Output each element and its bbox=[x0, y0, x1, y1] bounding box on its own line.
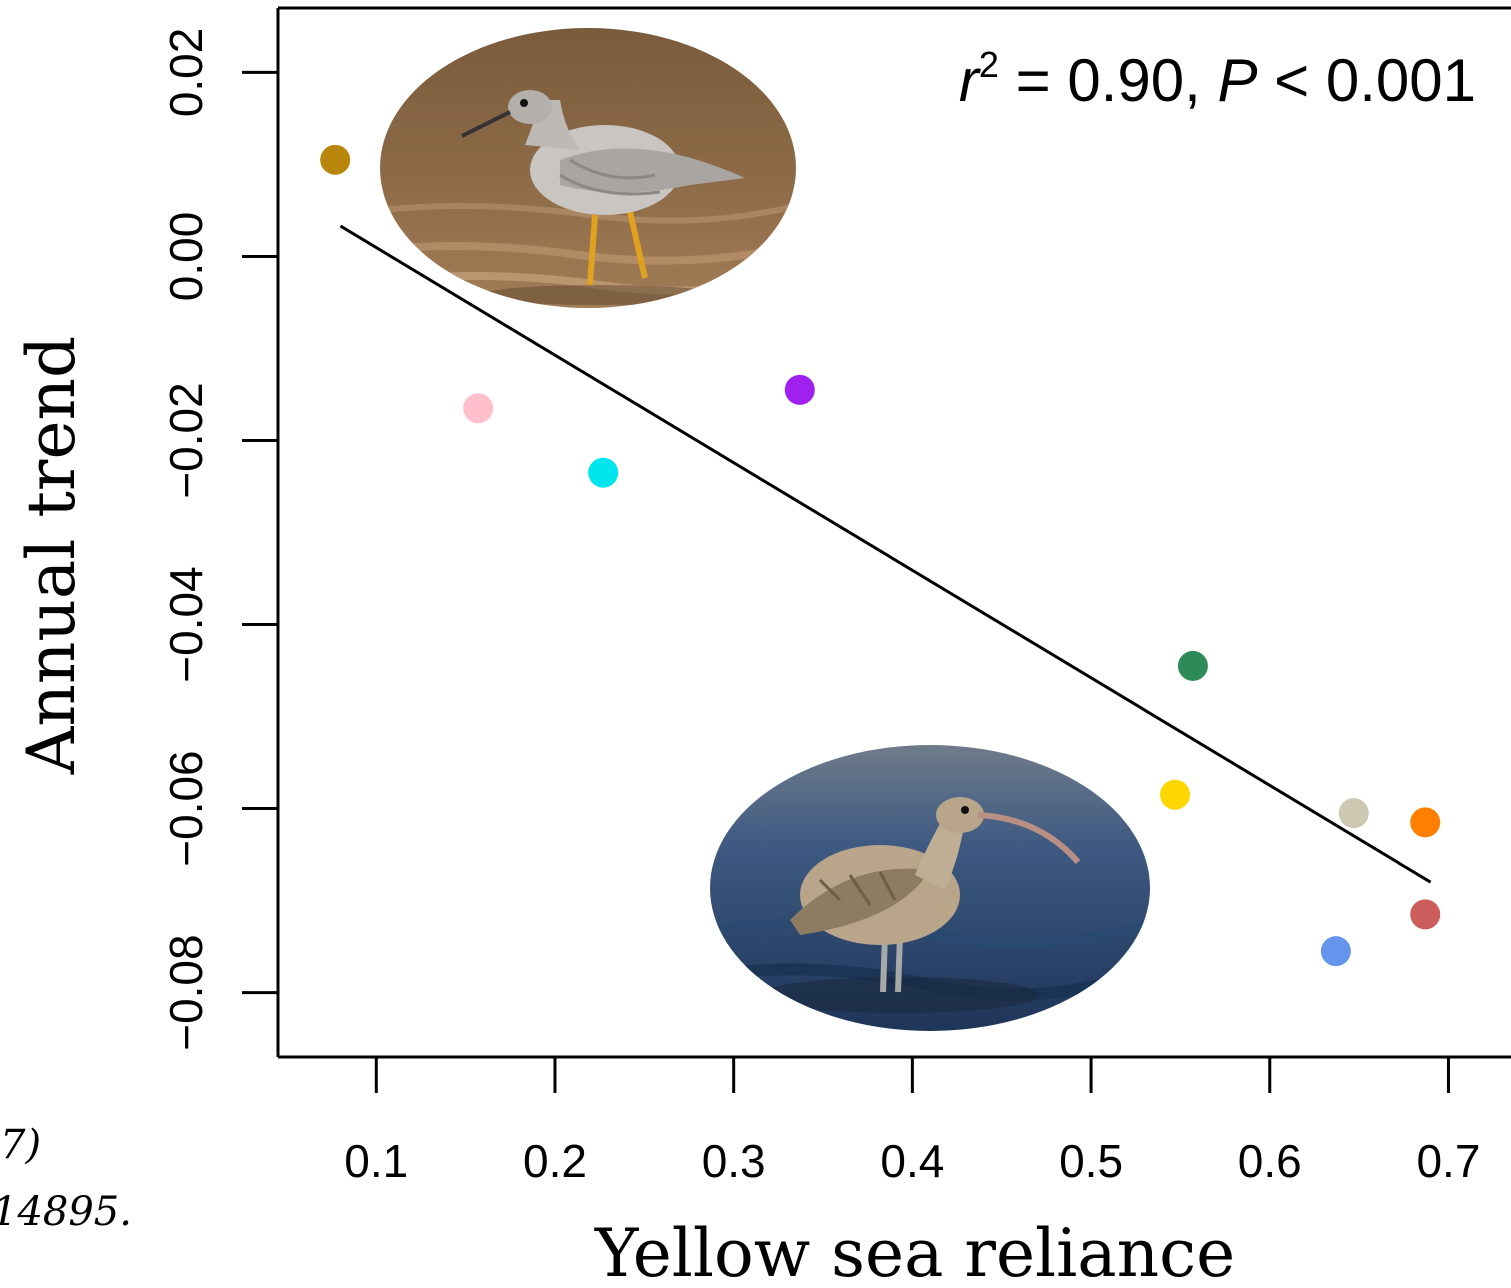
x-axis-title: Yellow sea reliance bbox=[594, 1215, 1235, 1288]
x-tick-label: 0.6 bbox=[1238, 1135, 1302, 1187]
citation-line-1: 7) bbox=[0, 1122, 41, 1168]
data-point-3 bbox=[588, 457, 619, 488]
y-axis-title: Annual trend bbox=[13, 336, 90, 776]
data-point-1 bbox=[320, 144, 351, 175]
x-tick-label: 0.4 bbox=[880, 1135, 944, 1187]
regression-annotation: r2 = 0.90, P < 0.001 bbox=[959, 44, 1476, 114]
y-tick-label: −0.08 bbox=[160, 934, 212, 1050]
plot-frame bbox=[276, 6, 1511, 1059]
y-tick-label: 0.00 bbox=[160, 212, 212, 302]
data-point-5 bbox=[1177, 650, 1208, 681]
x-tick-label: 0.2 bbox=[523, 1135, 587, 1187]
x-tick-label: 0.7 bbox=[1416, 1135, 1480, 1187]
data-point-10 bbox=[1320, 936, 1351, 967]
citation-line-2: 14895. bbox=[0, 1189, 132, 1235]
data-point-2 bbox=[463, 393, 494, 424]
data-point-8 bbox=[1410, 807, 1441, 838]
x-axis-ticks: 0.1 0.2 0.3 0.4 0.5 0.6 0.7 bbox=[344, 1057, 1480, 1187]
x-tick-label: 0.1 bbox=[344, 1135, 408, 1187]
y-tick-label: −0.02 bbox=[160, 382, 212, 498]
grey-tailed-tattler-photo bbox=[380, 28, 796, 308]
y-tick-label: −0.04 bbox=[160, 566, 212, 682]
y-axis-ticks: 0.02 0.00 −0.02 −0.04 −0.06 −0.08 bbox=[160, 28, 278, 1051]
x-tick-label: 0.3 bbox=[702, 1135, 766, 1187]
data-points bbox=[320, 144, 1441, 967]
data-point-7 bbox=[1338, 798, 1369, 829]
y-tick-label: −0.06 bbox=[160, 750, 212, 866]
data-point-9 bbox=[1410, 899, 1441, 930]
data-point-4 bbox=[784, 374, 815, 405]
x-tick-label: 0.5 bbox=[1059, 1135, 1123, 1187]
data-point-6 bbox=[1160, 779, 1191, 810]
regression-line bbox=[339, 224, 1432, 884]
y-tick-label: 0.02 bbox=[160, 28, 212, 118]
eastern-curlew-photo bbox=[710, 745, 1150, 1031]
